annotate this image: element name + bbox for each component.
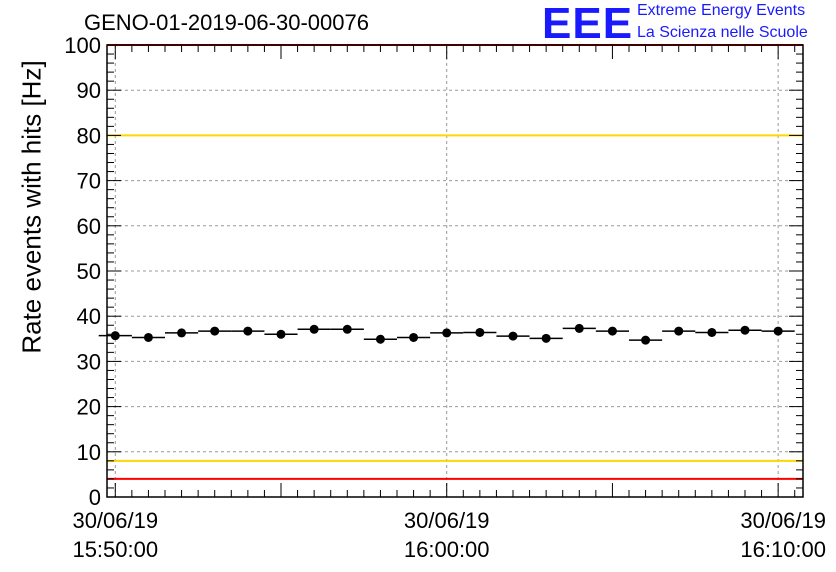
data-point xyxy=(607,326,617,336)
data-point xyxy=(110,331,120,341)
data-point xyxy=(143,332,153,342)
data-point xyxy=(574,323,584,333)
data-point xyxy=(309,324,319,334)
x-tick-label-date: 30/06/19 xyxy=(404,508,490,533)
chart-title: GENO-01-2019-06-30-00076 xyxy=(84,10,369,35)
y-tick-label: 50 xyxy=(77,259,101,284)
data-point xyxy=(641,335,651,345)
x-tick-label-date: 30/06/19 xyxy=(72,508,158,533)
data-point xyxy=(773,326,783,336)
data-point xyxy=(243,326,253,336)
data-point xyxy=(707,327,717,337)
data-point xyxy=(475,327,485,337)
y-tick-label: 10 xyxy=(77,440,101,465)
eee-logo: EEE xyxy=(542,0,634,48)
y-tick-label: 100 xyxy=(64,33,101,58)
y-tick-label: 60 xyxy=(77,214,101,239)
y-tick-label: 30 xyxy=(77,349,101,374)
logo-subtitle-2: La Scienza nelle Scuole xyxy=(637,24,808,41)
x-tick-label-date: 30/06/19 xyxy=(740,508,826,533)
y-tick-label: 20 xyxy=(77,395,101,420)
y-tick-label: 80 xyxy=(77,123,101,148)
data-point xyxy=(508,331,518,341)
data-point xyxy=(342,324,352,334)
data-point xyxy=(375,334,385,344)
y-tick-label: 0 xyxy=(89,485,101,510)
data-point xyxy=(541,333,551,343)
data-point xyxy=(276,329,286,339)
x-tick-label-time: 15:50:00 xyxy=(72,537,158,562)
x-tick-label-time: 16:00:00 xyxy=(404,537,490,562)
y-tick-label: 90 xyxy=(77,78,101,103)
x-tick-label-time: 16:10:00 xyxy=(740,537,826,562)
y-tick-label: 40 xyxy=(77,304,101,329)
data-point xyxy=(177,328,187,338)
data-point xyxy=(740,325,750,335)
data-point xyxy=(210,326,220,336)
y-tick-label: 70 xyxy=(77,169,101,194)
data-point xyxy=(674,326,684,336)
logo-subtitle-1: Extreme Energy Events xyxy=(637,2,806,19)
data-point xyxy=(409,332,419,342)
data-point xyxy=(442,328,452,338)
